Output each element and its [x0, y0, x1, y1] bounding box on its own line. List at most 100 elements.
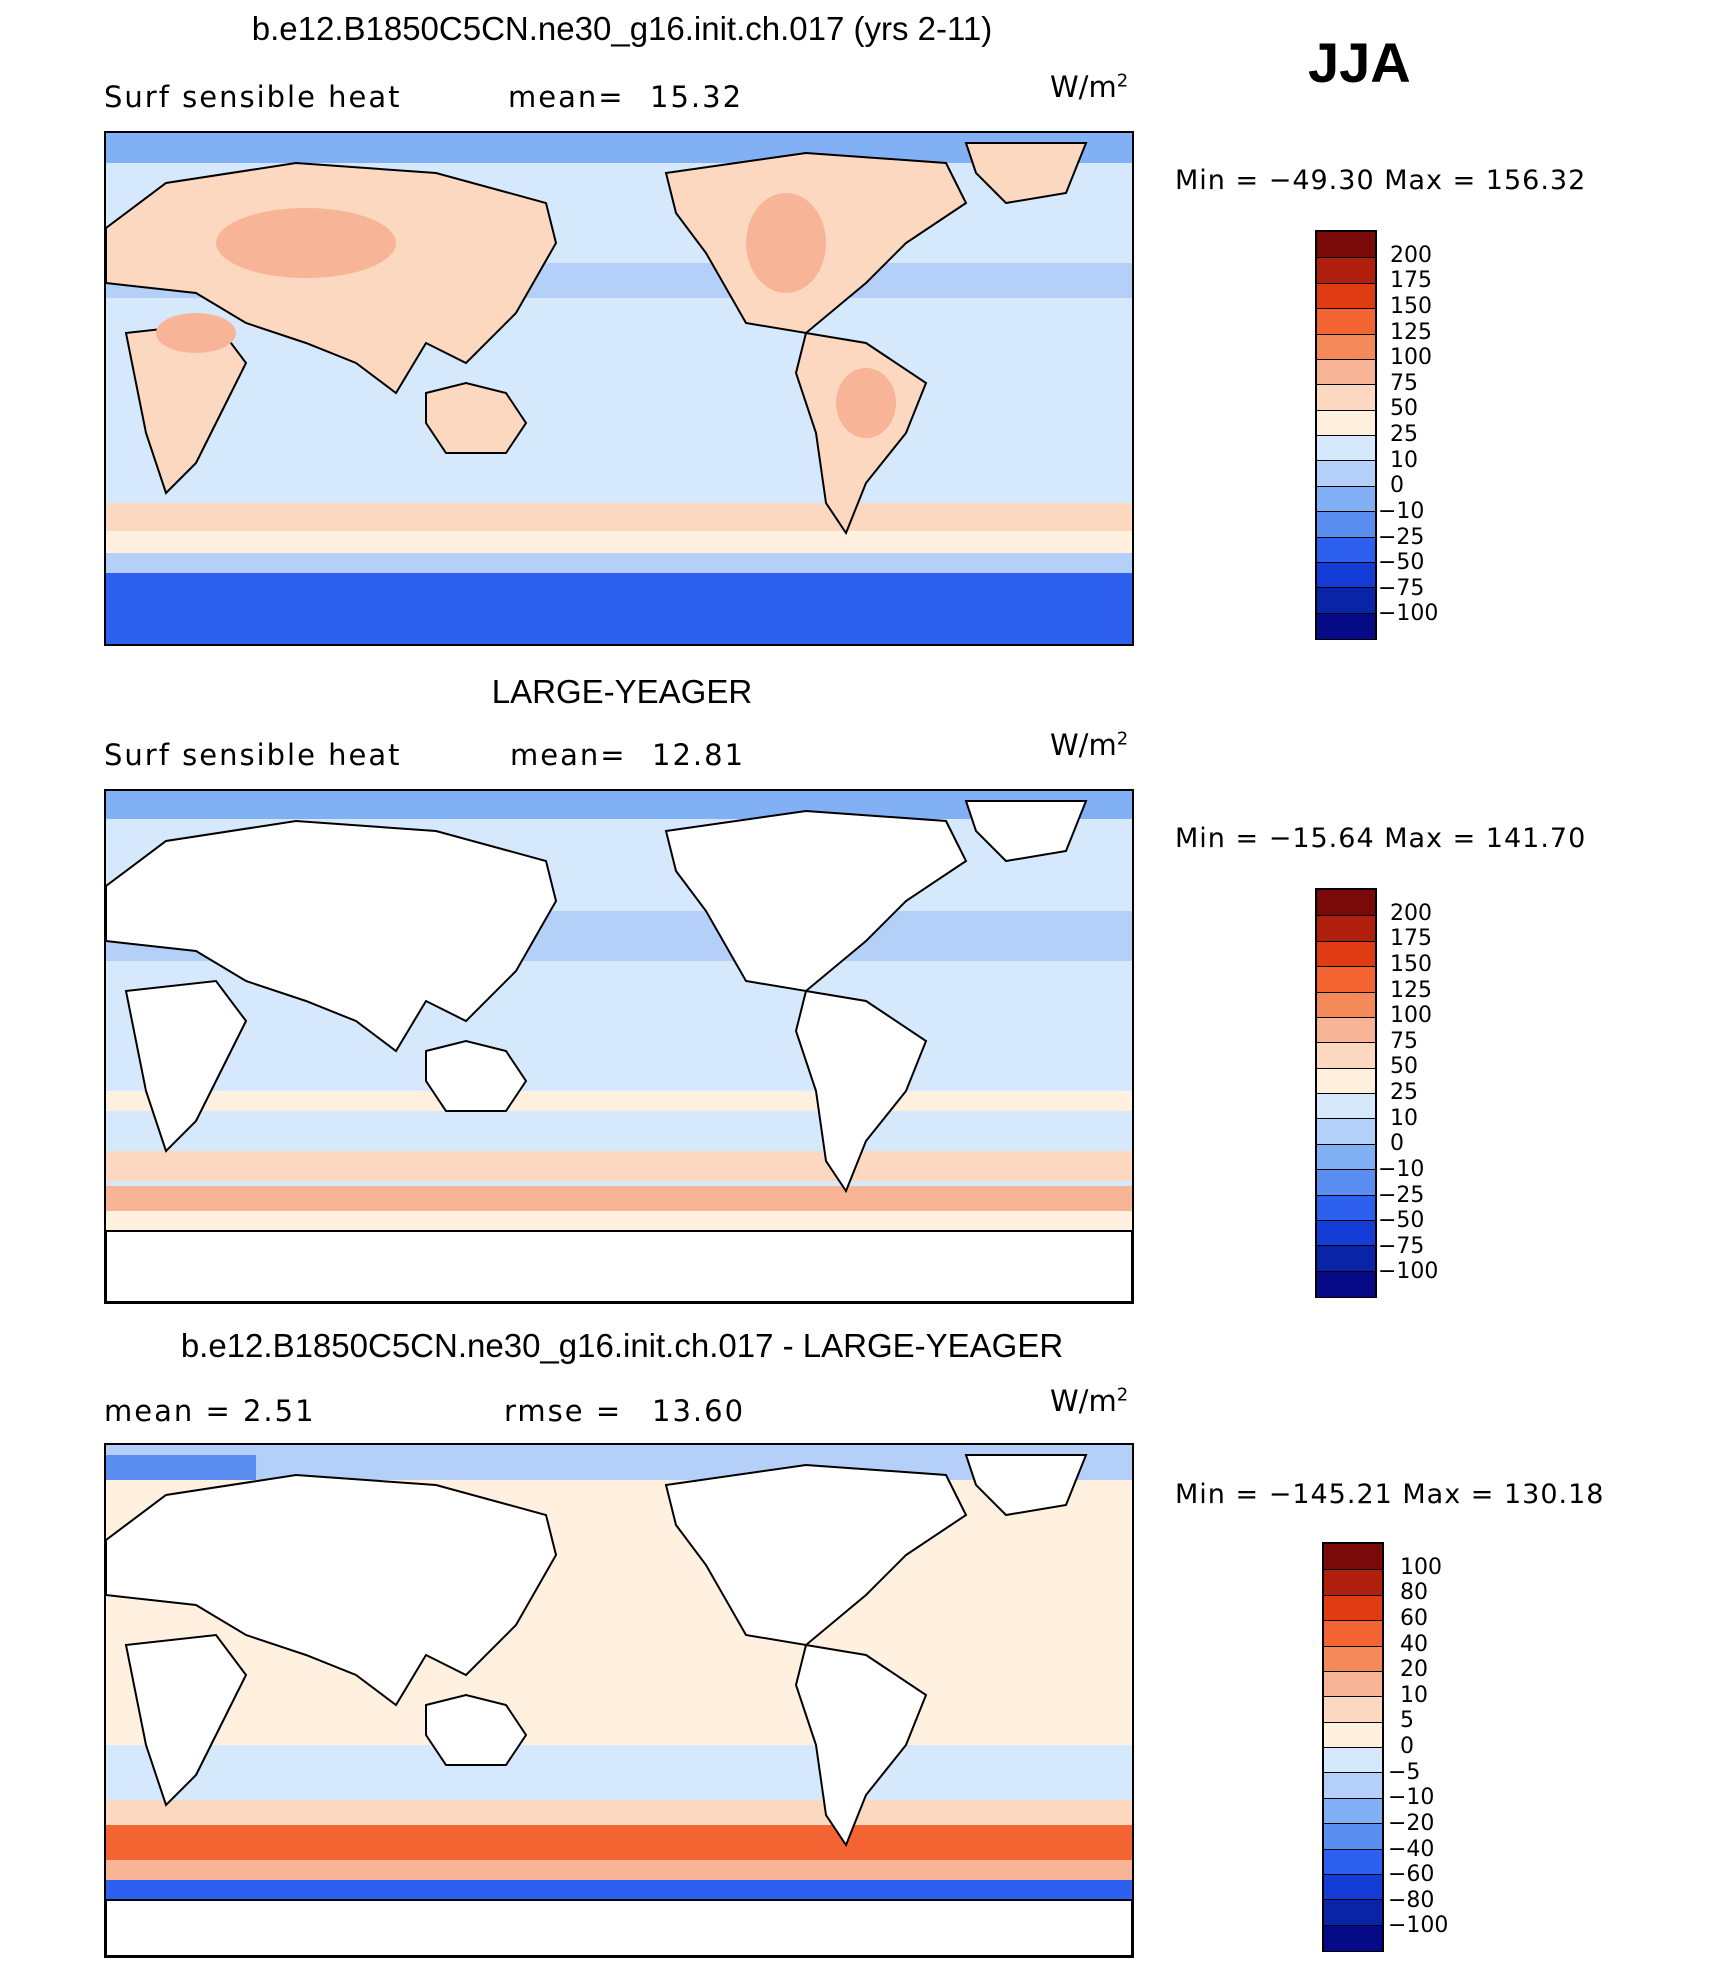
colorbar-segment: [1324, 1594, 1382, 1622]
colorbar-tick-label: 10: [1400, 1682, 1428, 1708]
colorbar-tick-label: −100: [1378, 601, 1439, 627]
colorbar-segment: [1317, 991, 1375, 1018]
colorbar-segment: [1317, 1016, 1375, 1044]
panel1-min-max: Min = −49.30 Max = 156.32: [1175, 165, 1587, 196]
eurasia-shape: [106, 161, 558, 395]
colorbar-segment: [1324, 1544, 1382, 1571]
colorbar-segment: [1317, 485, 1375, 513]
colorbar-segment: [1317, 308, 1375, 335]
colorbar-tick-label: −25: [1378, 1182, 1425, 1208]
colorbar-tick-label: −50: [1378, 550, 1425, 576]
colorbar-segment: [1324, 1848, 1382, 1875]
colorbar-segment: [1317, 1067, 1375, 1094]
colorbar-tick-label: −5: [1388, 1759, 1421, 1785]
panel2-map: [104, 789, 1134, 1304]
colorbar-tick-label: −100: [1378, 1259, 1439, 1285]
colorbar-tick-label: −60: [1388, 1862, 1435, 1888]
panel1-mean-label: mean=: [508, 80, 625, 114]
colorbar-tick-label: −75: [1378, 1233, 1425, 1259]
colorbar-tick-label: 75: [1390, 370, 1418, 396]
colorbar-tick-label: 125: [1390, 319, 1432, 345]
colorbar-segment: [1324, 1823, 1382, 1850]
colorbar-segment: [1324, 1924, 1382, 1951]
panel3-map: [104, 1443, 1134, 1958]
colorbar-segment: [1317, 1143, 1375, 1171]
colorbar-segment: [1317, 460, 1375, 487]
season-label: JJA: [1308, 31, 1411, 94]
colorbar-tick-label: 175: [1390, 268, 1432, 294]
colorbar-tick-label: −20: [1388, 1810, 1435, 1836]
colorbar-tick-label: 40: [1400, 1631, 1428, 1657]
panel2-min-max: Min = −15.64 Max = 141.70: [1175, 823, 1587, 854]
colorbar-tick-label: 150: [1390, 951, 1432, 977]
panel2-mean-label: mean=: [510, 738, 627, 772]
colorbar-segment: [1317, 333, 1375, 360]
colorbar-tick-label: −100: [1388, 1913, 1449, 1939]
panel3-mean-text: mean = 2.51: [104, 1394, 316, 1428]
colorbar-segment: [1324, 1645, 1382, 1672]
panel1-mean-value: 15.32: [650, 80, 744, 114]
colorbar-tick-label: −10: [1378, 498, 1425, 524]
panel1-title: b.e12.B1850C5CN.ne30_g16.init.ch.017 (yr…: [251, 10, 993, 47]
colorbar-segment: [1324, 1899, 1382, 1926]
colorbar-segment: [1324, 1670, 1382, 1698]
panel3-rmse-label: rmse =: [504, 1394, 623, 1428]
panel1-variable-label: Surf sensible heat: [104, 80, 402, 114]
colorbar-tick-label: −40: [1388, 1836, 1435, 1862]
colorbar-segment: [1317, 1093, 1375, 1120]
colorbar-segment: [1317, 1245, 1375, 1272]
colorbar-segment: [1317, 1042, 1375, 1069]
colorbar-tick-label: −25: [1378, 524, 1425, 550]
colorbar-tick-label: −10: [1388, 1785, 1435, 1811]
colorbar-tick-label: 0: [1390, 1131, 1404, 1157]
colorbar-tick-label: 25: [1390, 422, 1418, 447]
colorbar-segment: [1317, 358, 1375, 386]
colorbar-tick-label: 0: [1400, 1734, 1414, 1759]
antarctica-field: [106, 573, 1132, 644]
colorbar-segment: [1317, 940, 1375, 968]
colorbar-segment: [1324, 1747, 1382, 1774]
colorbar-tick-label: 10: [1390, 1105, 1418, 1131]
colorbar-segment: [1324, 1797, 1382, 1825]
colorbar-tick-label: −50: [1378, 1208, 1425, 1234]
colorbar-segment: [1317, 257, 1375, 284]
australia-shape: [425, 381, 528, 454]
panel2-variable-label: Surf sensible heat: [104, 738, 402, 772]
colorbar-segment: [1317, 915, 1375, 942]
colorbar-tick-label: 175: [1390, 926, 1432, 952]
colorbar-segment: [1317, 890, 1375, 917]
colorbar-tick-label: 150: [1390, 293, 1432, 319]
panel1-units: W/m2: [1050, 70, 1129, 104]
colorbar-segment: [1317, 587, 1375, 614]
arctic-band: [106, 133, 1132, 163]
colorbar-tick-label: 80: [1400, 1580, 1428, 1606]
colorbar-segment: [1317, 435, 1375, 462]
colorbar-tick-label: −10: [1378, 1156, 1425, 1182]
colorbar-tick-label: 5: [1400, 1708, 1414, 1734]
colorbar-tick-label: 100: [1390, 1003, 1432, 1029]
colorbar-tick-label: 60: [1400, 1605, 1428, 1631]
colorbar-segment: [1317, 1194, 1375, 1221]
southern-ocean-band: [106, 503, 1132, 531]
colorbar-tick-label: 100: [1400, 1554, 1442, 1580]
colorbar-segment: [1324, 1772, 1382, 1799]
colorbar-tick-label: 25: [1390, 1080, 1418, 1105]
panel2-colorbar: [1315, 888, 1377, 1298]
colorbar-segment: [1317, 232, 1375, 259]
panel3-rmse-value: 13.60: [652, 1394, 746, 1428]
colorbar-tick-label: 200: [1390, 242, 1432, 268]
colorbar-segment: [1317, 966, 1375, 993]
colorbar-segment: [1324, 1696, 1382, 1723]
colorbar-segment: [1317, 1270, 1375, 1297]
colorbar-tick-label: 200: [1390, 900, 1432, 926]
colorbar-tick-label: 50: [1390, 396, 1418, 422]
colorbar-segment: [1317, 511, 1375, 538]
colorbar-tick-label: 20: [1400, 1657, 1428, 1683]
colorbar-tick-label: 0: [1390, 473, 1404, 499]
colorbar-segment: [1317, 612, 1375, 639]
colorbar-segment: [1324, 1569, 1382, 1596]
colorbar-segment: [1317, 1219, 1375, 1247]
colorbar-segment: [1317, 1169, 1375, 1196]
colorbar-tick-label: 10: [1390, 447, 1418, 473]
colorbar-segment: [1317, 1118, 1375, 1145]
